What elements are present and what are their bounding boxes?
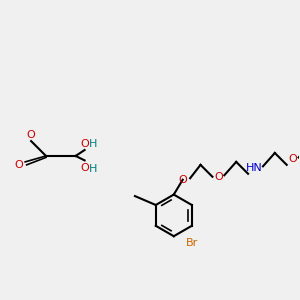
Text: O: O: [27, 130, 35, 140]
Text: H: H: [89, 164, 98, 174]
Text: O: O: [15, 160, 24, 170]
Text: O: O: [80, 139, 89, 149]
Text: HN: HN: [246, 163, 262, 173]
Text: H: H: [89, 139, 98, 149]
Text: O: O: [214, 172, 223, 182]
Text: O: O: [80, 163, 89, 173]
Text: Br: Br: [186, 238, 198, 248]
Text: O: O: [288, 154, 297, 164]
Text: O: O: [178, 175, 187, 185]
